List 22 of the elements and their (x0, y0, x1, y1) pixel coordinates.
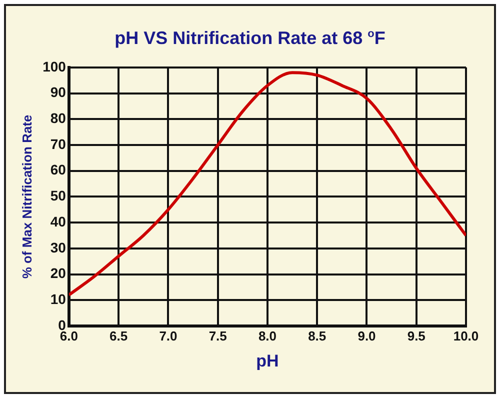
y-tick-label: 40 (50, 213, 66, 230)
x-tick-label: 7.5 (208, 328, 227, 344)
y-tick-label: 60 (50, 162, 66, 178)
y-tick-label: 100 (42, 58, 66, 74)
y-tick-label: 80 (50, 110, 66, 126)
x-axis-title: pH (256, 351, 279, 370)
y-axis-title: % of Max Nitrification Rate (19, 114, 34, 279)
x-tick-label: 7.0 (159, 328, 178, 344)
x-tick-label: 6.5 (110, 328, 128, 344)
x-tick-label: 9.5 (407, 328, 426, 344)
x-tick-label: 8.0 (258, 328, 277, 344)
x-tick-label: 8.5 (308, 328, 326, 344)
y-tick-label: 20 (50, 265, 66, 282)
line-series (68, 71, 466, 296)
y-tick-label: 70 (50, 136, 66, 152)
x-tick-label: 9.0 (358, 328, 376, 344)
y-tick-label: 30 (50, 239, 66, 256)
y-tick-label: 90 (50, 84, 66, 100)
chart-title: pH VS Nitrification Rate at 68 $^{o}$F (114, 28, 386, 49)
y-tick-label: 50 (50, 188, 66, 204)
x-tick-label: 10.0 (453, 328, 479, 344)
y-tick-label: 10 (50, 291, 66, 307)
